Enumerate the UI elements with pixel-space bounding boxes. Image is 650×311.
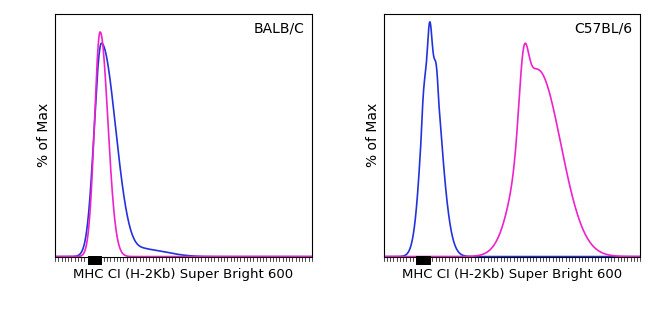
Y-axis label: % of Max: % of Max <box>365 103 380 167</box>
X-axis label: MHC CI (H-2Kb) Super Bright 600: MHC CI (H-2Kb) Super Bright 600 <box>73 268 294 281</box>
Text: BALB/C: BALB/C <box>254 21 304 35</box>
X-axis label: MHC CI (H-2Kb) Super Bright 600: MHC CI (H-2Kb) Super Bright 600 <box>402 268 622 281</box>
Text: C57BL/6: C57BL/6 <box>575 21 632 35</box>
Y-axis label: % of Max: % of Max <box>37 103 51 167</box>
